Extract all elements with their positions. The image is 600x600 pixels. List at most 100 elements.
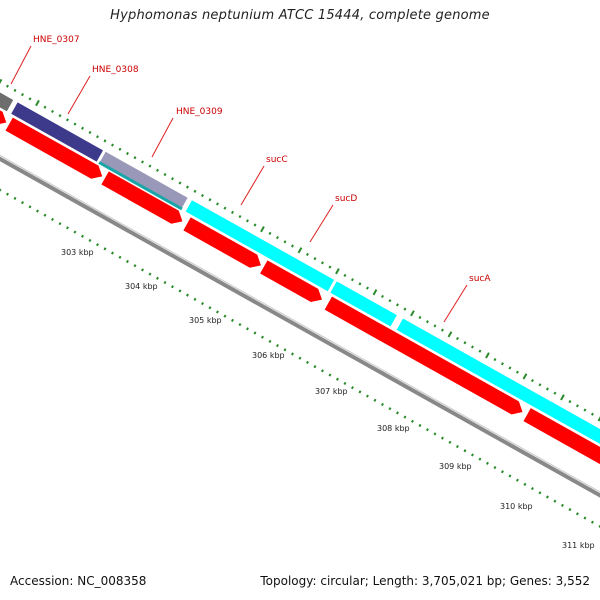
scale-minor-tick <box>155 276 159 280</box>
minor-tick <box>111 143 114 147</box>
scale-minor-tick <box>238 322 242 327</box>
minor-tick <box>425 320 429 324</box>
minor-tick <box>58 114 62 118</box>
scale-minor-tick <box>163 280 167 285</box>
minor-tick <box>538 383 542 387</box>
scale-minor-tick <box>530 487 534 491</box>
feature-layer <box>0 91 600 466</box>
scale-minor-tick <box>208 306 212 310</box>
minor-tick <box>215 202 219 206</box>
scale-minor-tick <box>298 356 302 360</box>
scale-minor-tick <box>245 327 249 331</box>
scale-minor-tick <box>583 516 587 520</box>
scale-minor-tick <box>200 301 204 306</box>
scale-minor-tick <box>215 310 219 314</box>
scale-minor-tick <box>515 478 519 482</box>
scale-minor-tick <box>455 444 459 449</box>
scale-minor-tick <box>320 369 324 373</box>
minor-tick <box>170 177 174 181</box>
cds-arrow <box>4 116 104 180</box>
scale-minor-tick <box>178 289 182 293</box>
minor-tick <box>66 118 69 122</box>
scale-minor-tick <box>28 205 32 209</box>
minor-tick <box>223 206 227 210</box>
gene-label: sucA <box>469 274 491 284</box>
minor-tick <box>118 147 122 151</box>
minor-tick <box>305 252 309 257</box>
minor-tick <box>328 265 332 269</box>
minor-tick <box>81 126 84 130</box>
feature-HNE_0307 <box>9 101 105 164</box>
scale-ticks <box>0 78 600 528</box>
scale-minor-tick <box>440 436 444 440</box>
minor-tick <box>148 164 152 168</box>
scale-minor-tick <box>118 255 122 259</box>
genome-summary-text: Topology: circular; Length: 3,705,021 bp… <box>260 574 590 588</box>
gene-label: HNE_0308 <box>92 65 139 75</box>
scale-minor-tick <box>523 482 527 486</box>
minor-tick <box>126 151 129 156</box>
scale-minor-tick <box>141 268 144 272</box>
cds-arrow <box>182 215 263 269</box>
cds-arrow <box>258 259 324 304</box>
minor-tick <box>141 160 144 164</box>
minor-tick <box>500 362 504 366</box>
scale-minor-tick <box>268 339 272 343</box>
minor-tick <box>290 244 294 248</box>
minor-tick <box>313 257 317 261</box>
minor-tick <box>478 349 482 353</box>
scale-minor-tick <box>51 217 54 222</box>
major-tick <box>35 99 40 107</box>
minor-tick <box>418 315 422 320</box>
gene-label: sucD <box>335 194 357 204</box>
major-tick <box>447 331 453 338</box>
map-title: Hyphomonas neptunium ATCC 15444, complet… <box>110 8 490 23</box>
backbone-line <box>0 156 600 498</box>
feature-sucA <box>395 317 600 446</box>
scale-minor-tick <box>470 453 474 457</box>
minor-tick <box>238 214 242 219</box>
scale-minor-tick <box>343 381 347 386</box>
minor-tick <box>13 88 17 92</box>
minor-tick <box>463 341 467 345</box>
scale-minor-tick <box>88 238 92 243</box>
scale-minor-tick <box>111 251 114 255</box>
scale-minor-tick <box>36 209 39 213</box>
scale-minor-tick <box>13 196 17 200</box>
minor-tick <box>253 223 257 227</box>
minor-tick <box>103 139 107 143</box>
major-tick <box>335 268 340 275</box>
minor-tick <box>395 303 399 307</box>
scale-minor-tick <box>275 344 279 348</box>
scale-label: 311 kbp <box>562 541 595 550</box>
minor-tick <box>455 336 459 341</box>
scale-minor-tick <box>410 419 414 423</box>
minor-tick <box>43 105 47 109</box>
minor-tick <box>440 328 444 332</box>
scale-labels: 303 kbp 304 kbp 305 kbp 306 kbp 307 kbp 308 k… <box>61 248 595 550</box>
minor-tick <box>590 412 594 416</box>
gene-leader-line <box>10 45 32 85</box>
minor-tick <box>530 379 534 383</box>
minor-tick <box>73 122 77 126</box>
scale-minor-tick <box>305 360 309 365</box>
minor-tick <box>403 307 407 311</box>
scale-minor-tick <box>358 390 362 394</box>
cds-arrow <box>522 406 600 466</box>
scale-label: 306 kbp <box>252 351 285 360</box>
feature-sucC <box>184 198 336 293</box>
scale-minor-tick <box>335 377 339 381</box>
scale-label: 310 kbp <box>500 502 533 511</box>
scale-minor-tick <box>508 474 512 478</box>
major-tick <box>297 247 303 254</box>
scale-minor-tick <box>126 259 129 264</box>
minor-tick <box>28 97 32 101</box>
minor-tick <box>230 210 234 214</box>
minor-tick <box>380 294 384 299</box>
gene-labels: HNE_0307 HNE_0308 HNE_0309 sucC sucD sucA <box>10 35 491 323</box>
scale-minor-tick <box>485 461 489 465</box>
feature-HNE_0308 <box>97 150 189 211</box>
scale-label: 303 kbp <box>61 248 94 257</box>
scale-minor-tick <box>478 457 482 461</box>
minor-tick <box>493 357 497 362</box>
